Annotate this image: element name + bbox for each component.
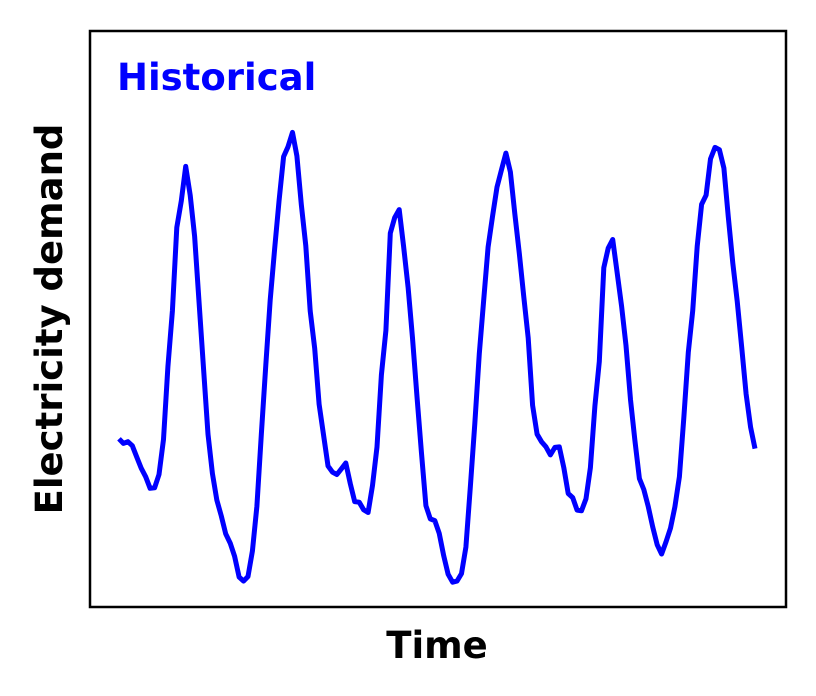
y-axis-label: Electricity demand xyxy=(28,124,71,515)
plot-frame xyxy=(88,29,788,609)
series-line-0 xyxy=(117,129,758,585)
x-axis-label: Time xyxy=(386,624,488,667)
plot-area xyxy=(117,129,758,585)
historical-annotation: Historical xyxy=(117,56,316,99)
